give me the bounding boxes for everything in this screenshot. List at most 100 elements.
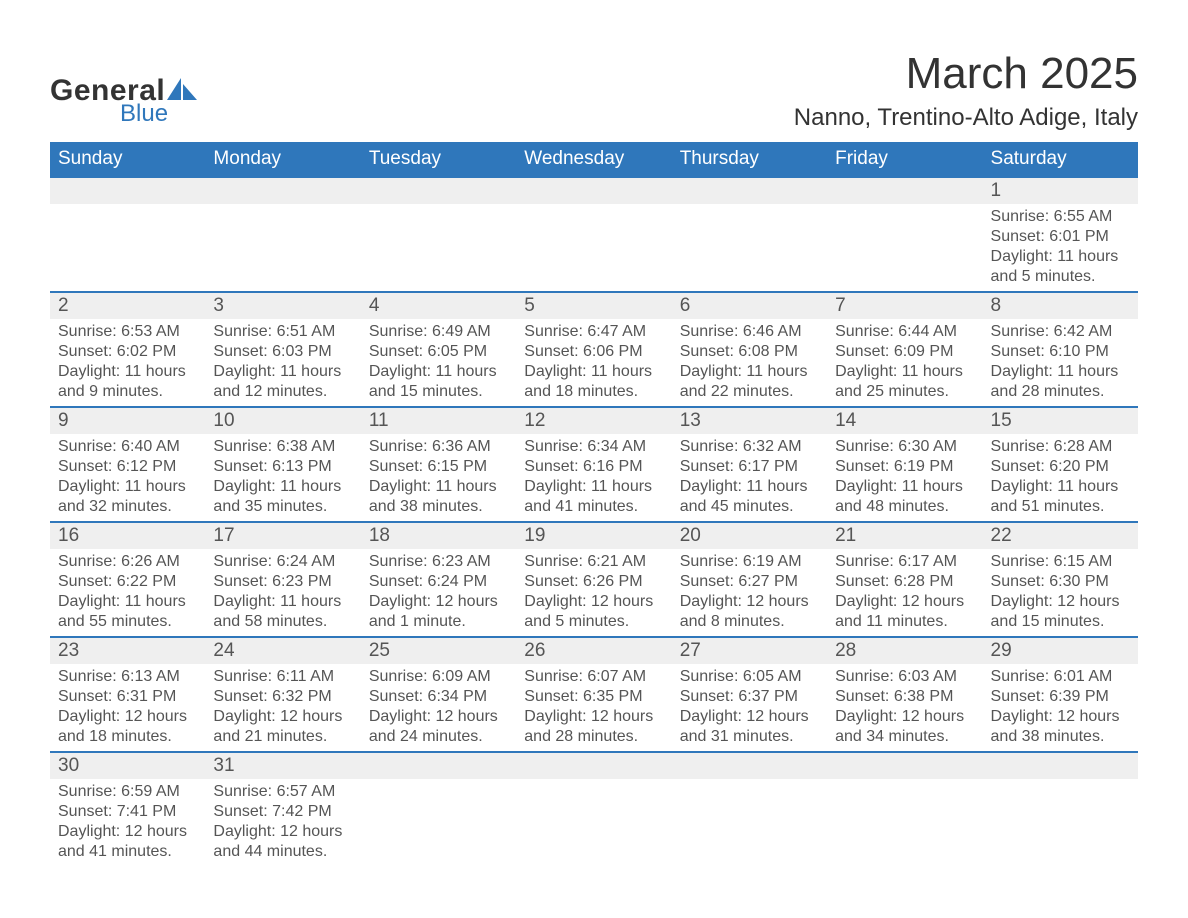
sunset-text: Sunset: 6:05 PM: [369, 342, 508, 362]
page-title: March 2025: [794, 50, 1138, 98]
daylight-text: Daylight: 12 hours and 1 minute.: [369, 592, 508, 632]
day-detail-cell: Sunrise: 6:11 AMSunset: 6:32 PMDaylight:…: [205, 664, 360, 752]
day-number-cell: 19: [516, 522, 671, 549]
day-number-cell: [827, 752, 982, 779]
daylight-text: Daylight: 12 hours and 38 minutes.: [991, 707, 1130, 747]
day-detail-cell: Sunrise: 6:03 AMSunset: 6:38 PMDaylight:…: [827, 664, 982, 752]
day-header: Saturday: [983, 142, 1138, 177]
daylight-text: Daylight: 12 hours and 28 minutes.: [524, 707, 663, 747]
sunrise-text: Sunrise: 6:05 AM: [680, 667, 819, 687]
day-detail-cell: [672, 204, 827, 292]
day-number-cell: [361, 177, 516, 204]
day-number-cell: 15: [983, 407, 1138, 434]
location-subtitle: Nanno, Trentino-Alto Adige, Italy: [794, 104, 1138, 132]
day-detail-cell: Sunrise: 6:24 AMSunset: 6:23 PMDaylight:…: [205, 549, 360, 637]
sunrise-text: Sunrise: 6:21 AM: [524, 552, 663, 572]
sunset-text: Sunset: 6:38 PM: [835, 687, 974, 707]
sunrise-text: Sunrise: 6:24 AM: [213, 552, 352, 572]
day-number-cell: 27: [672, 637, 827, 664]
day-header: Monday: [205, 142, 360, 177]
sunset-text: Sunset: 6:03 PM: [213, 342, 352, 362]
day-number-cell: 30: [50, 752, 205, 779]
sunset-text: Sunset: 6:37 PM: [680, 687, 819, 707]
day-number-cell: 26: [516, 637, 671, 664]
day-number-cell: [672, 177, 827, 204]
day-detail-cell: Sunrise: 6:40 AMSunset: 6:12 PMDaylight:…: [50, 434, 205, 522]
sunrise-text: Sunrise: 6:09 AM: [369, 667, 508, 687]
week-detail-row: Sunrise: 6:13 AMSunset: 6:31 PM Daylight:…: [50, 664, 1138, 752]
logo: General Blue: [50, 50, 197, 126]
day-header: Sunday: [50, 142, 205, 177]
daylight-text: Daylight: 11 hours and 15 minutes.: [369, 362, 508, 402]
week-daynum-row: 16171819202122: [50, 522, 1138, 549]
daylight-text: Daylight: 11 hours and 9 minutes.: [58, 362, 197, 402]
day-detail-cell: Sunrise: 6:32 AMSunset: 6:17 PMDaylight:…: [672, 434, 827, 522]
sunrise-text: Sunrise: 6:53 AM: [58, 322, 197, 342]
week-detail-row: Sunrise: 6:53 AMSunset: 6:02 PMDaylight:…: [50, 319, 1138, 407]
daylight-text: Daylight: 11 hours and 12 minutes.: [213, 362, 352, 402]
daylight-text: Daylight: 12 hours and 24 minutes.: [369, 707, 508, 747]
daylight-text: Daylight: 11 hours and 38 minutes.: [369, 477, 508, 517]
week-daynum-row: 23242526272829: [50, 637, 1138, 664]
day-detail-cell: Sunrise: 6:36 AMSunset: 6:15 PMDaylight:…: [361, 434, 516, 522]
sunrise-text: Sunrise: 6:46 AM: [680, 322, 819, 342]
daylight-text: Daylight: 12 hours and 41 minutes.: [58, 822, 197, 862]
day-number-cell: 13: [672, 407, 827, 434]
day-detail-cell: Sunrise: 6:38 AMSunset: 6:13 PMDaylight:…: [205, 434, 360, 522]
day-number-cell: [983, 752, 1138, 779]
sunrise-text: Sunrise: 6:07 AM: [524, 667, 663, 687]
day-detail-cell: Sunrise: 6:53 AMSunset: 6:02 PMDaylight:…: [50, 319, 205, 407]
day-detail-cell: Sunrise: 6:34 AMSunset: 6:16 PMDaylight:…: [516, 434, 671, 522]
day-number-cell: 23: [50, 637, 205, 664]
sunset-text: Sunset: 6:27 PM: [680, 572, 819, 592]
sunset-text: Sunset: 6:16 PM: [524, 457, 663, 477]
sunrise-text: Sunrise: 6:17 AM: [835, 552, 974, 572]
day-number-cell: [361, 752, 516, 779]
sunset-text: Sunset: 6:02 PM: [58, 342, 197, 362]
sunrise-text: Sunrise: 6:40 AM: [58, 437, 197, 457]
sunrise-text: Sunrise: 6:13 AM: [58, 667, 197, 687]
day-number-cell: 9: [50, 407, 205, 434]
sunset-text: Sunset: 6:31 PM: [58, 687, 197, 707]
week-daynum-row: 3031: [50, 752, 1138, 779]
week-detail-row: Sunrise: 6:26 AMSunset: 6:22 PMDaylight:…: [50, 549, 1138, 637]
week-daynum-row: 9101112131415: [50, 407, 1138, 434]
daylight-text: Daylight: 12 hours and 31 minutes.: [680, 707, 819, 747]
logo-sail-icon: [167, 78, 197, 100]
title-block: March 2025 Nanno, Trentino-Alto Adige, I…: [794, 50, 1138, 132]
day-detail-cell: Sunrise: 6:30 AMSunset: 6:19 PMDaylight:…: [827, 434, 982, 522]
day-number-cell: 3: [205, 292, 360, 319]
day-number-cell: [827, 177, 982, 204]
day-number-cell: 14: [827, 407, 982, 434]
daylight-text: Daylight: 12 hours and 8 minutes.: [680, 592, 819, 632]
day-detail-cell: Sunrise: 6:15 AMSunset: 6:30 PMDaylight:…: [983, 549, 1138, 637]
day-number-cell: 18: [361, 522, 516, 549]
daylight-text: Daylight: 11 hours and 32 minutes.: [58, 477, 197, 517]
day-detail-cell: Sunrise: 6:51 AMSunset: 6:03 PMDaylight:…: [205, 319, 360, 407]
sunset-text: Sunset: 6:17 PM: [680, 457, 819, 477]
calendar-table: SundayMondayTuesdayWednesdayThursdayFrid…: [50, 142, 1138, 866]
daylight-text: Daylight: 12 hours and 5 minutes.: [524, 592, 663, 632]
week-detail-row: Sunrise: 6:59 AMSunset: 7:41 PMDaylight:…: [50, 779, 1138, 866]
daylight-text: Daylight: 11 hours and 35 minutes.: [213, 477, 352, 517]
day-detail-cell: Sunrise: 6:19 AMSunset: 6:27 PMDaylight:…: [672, 549, 827, 637]
day-header: Thursday: [672, 142, 827, 177]
daylight-text: Daylight: 11 hours and 55 minutes.: [58, 592, 197, 632]
day-detail-cell: Sunrise: 6:01 AMSunset: 6:39 PMDaylight:…: [983, 664, 1138, 752]
daylight-text: Daylight: 11 hours and 18 minutes.: [524, 362, 663, 402]
sunrise-text: Sunrise: 6:42 AM: [991, 322, 1130, 342]
day-number-cell: [205, 177, 360, 204]
sunrise-text: Sunrise: 6:49 AM: [369, 322, 508, 342]
day-detail-cell: Sunrise: 6:09 AMSunset: 6:34 PMDaylight:…: [361, 664, 516, 752]
daylight-text: Daylight: 12 hours and 15 minutes.: [991, 592, 1130, 632]
calendar-body: 1Sunrise: 6:55 AMSunset: 6:01 PMDaylight…: [50, 177, 1138, 866]
day-detail-cell: Sunrise: 6:23 AMSunset: 6:24 PMDaylight:…: [361, 549, 516, 637]
sunrise-text: Sunrise: 6:30 AM: [835, 437, 974, 457]
sunrise-text: Sunrise: 6:44 AM: [835, 322, 974, 342]
sunrise-text: Sunrise: 6:26 AM: [58, 552, 197, 572]
sunset-text: Sunset: 6:26 PM: [524, 572, 663, 592]
day-number-cell: 21: [827, 522, 982, 549]
day-number-cell: 29: [983, 637, 1138, 664]
sunrise-text: Sunrise: 6:51 AM: [213, 322, 352, 342]
day-header: Friday: [827, 142, 982, 177]
